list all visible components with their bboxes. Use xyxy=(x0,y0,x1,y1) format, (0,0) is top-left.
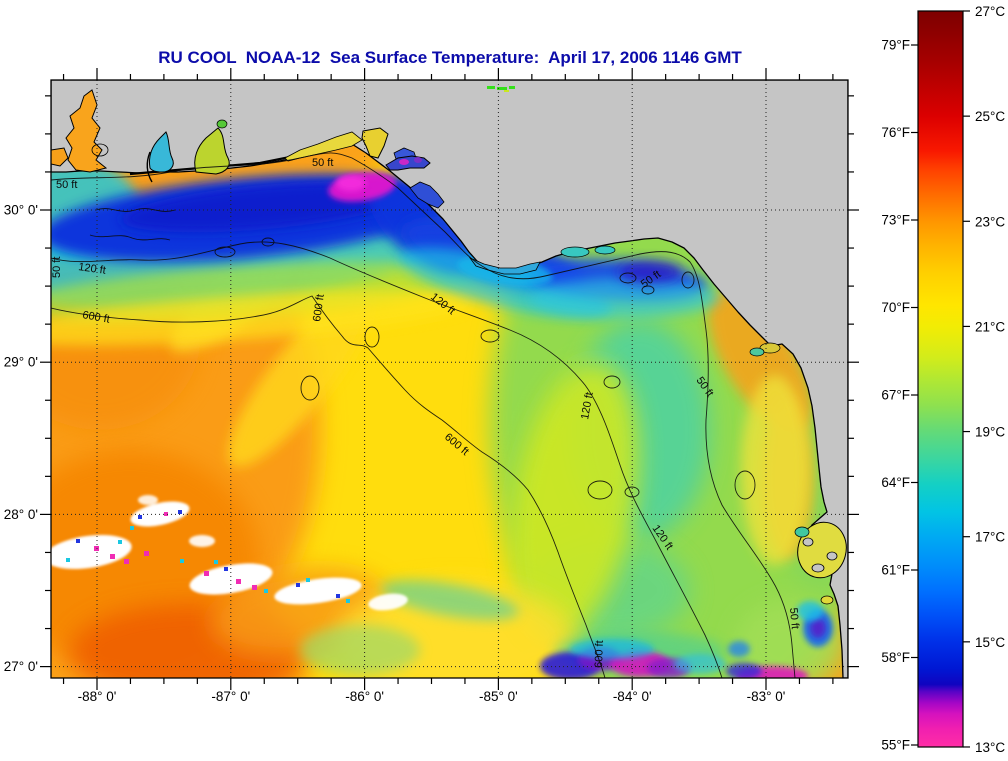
graticule-gridlines xyxy=(51,80,848,678)
colorbar: 79°F 76°F 73°F 70°F 67°F 64°F 61°F 58°F … xyxy=(881,4,1005,755)
contour-label: 50 ft xyxy=(312,157,333,169)
f-label: 61°F xyxy=(881,563,910,578)
c-label: 13°C xyxy=(975,740,1005,755)
c-label: 19°C xyxy=(975,425,1005,440)
x-tick-label: -87° 0' xyxy=(211,689,250,704)
colorbar-celsius-labels: 27°C 25°C 23°C 21°C 19°C 17°C 15°C 13°C xyxy=(975,4,1005,755)
y-tick-label: 29° 0' xyxy=(4,355,38,370)
c-label: 21°C xyxy=(975,319,1005,334)
c-label: 17°C xyxy=(975,530,1005,545)
y-tick-label: 28° 0' xyxy=(4,507,38,522)
axis-ticks xyxy=(40,68,859,690)
c-label: 23°C xyxy=(975,214,1005,229)
c-label: 15°C xyxy=(975,635,1005,650)
colorbar-ticks xyxy=(911,10,970,748)
contour-label: 120 ft xyxy=(579,391,596,420)
contour-label: 50 ft xyxy=(51,257,63,278)
f-label: 76°F xyxy=(881,125,910,140)
contour-label: 600 ft xyxy=(81,309,110,326)
f-label: 73°F xyxy=(881,213,910,228)
bathymetry-contours xyxy=(51,152,796,678)
c-label: 27°C xyxy=(975,4,1005,19)
y-tick-label: 27° 0' xyxy=(4,659,38,674)
f-label: 58°F xyxy=(881,650,910,665)
y-tick-label: 30° 0' xyxy=(4,203,38,218)
map-canvas xyxy=(51,80,848,678)
c-label: 25°C xyxy=(975,109,1005,124)
chandeleur-islands xyxy=(146,151,153,183)
scanline-glitch xyxy=(487,86,515,92)
figure-title: RU COOL NOAA-12 Sea Surface Temperature:… xyxy=(158,48,742,67)
x-axis-labels: -88° 0' -87° 0' -86° 0' -85° 0' -84° 0' … xyxy=(78,689,786,704)
x-tick-label: -85° 0' xyxy=(479,689,518,704)
contour-label: 120 ft xyxy=(78,261,107,277)
f-label: 55°F xyxy=(881,738,910,753)
contour-label: 50 ft xyxy=(787,607,801,629)
f-label: 70°F xyxy=(881,300,910,315)
map-border xyxy=(50,79,849,679)
contour-label: 600 ft xyxy=(311,293,327,322)
x-tick-label: -86° 0' xyxy=(345,689,384,704)
x-tick-label: -88° 0' xyxy=(78,689,117,704)
f-label: 67°F xyxy=(881,388,910,403)
contour-label: 600 ft xyxy=(593,640,606,668)
y-axis-labels: 30° 0' 29° 0' 28° 0' 27° 0' xyxy=(4,203,38,675)
colorbar-gradient xyxy=(917,10,964,748)
colorbar-fahrenheit-labels: 79°F 76°F 73°F 70°F 67°F 64°F 61°F 58°F … xyxy=(881,38,910,753)
contour-label: 50 ft xyxy=(56,179,77,191)
estuaries xyxy=(51,89,847,605)
f-label: 64°F xyxy=(881,475,910,490)
tampa-bay xyxy=(797,521,847,579)
f-label: 79°F xyxy=(881,38,910,53)
x-tick-label: -84° 0' xyxy=(613,689,652,704)
cloud-patches xyxy=(51,495,408,611)
x-tick-label: -83° 0' xyxy=(747,689,786,704)
